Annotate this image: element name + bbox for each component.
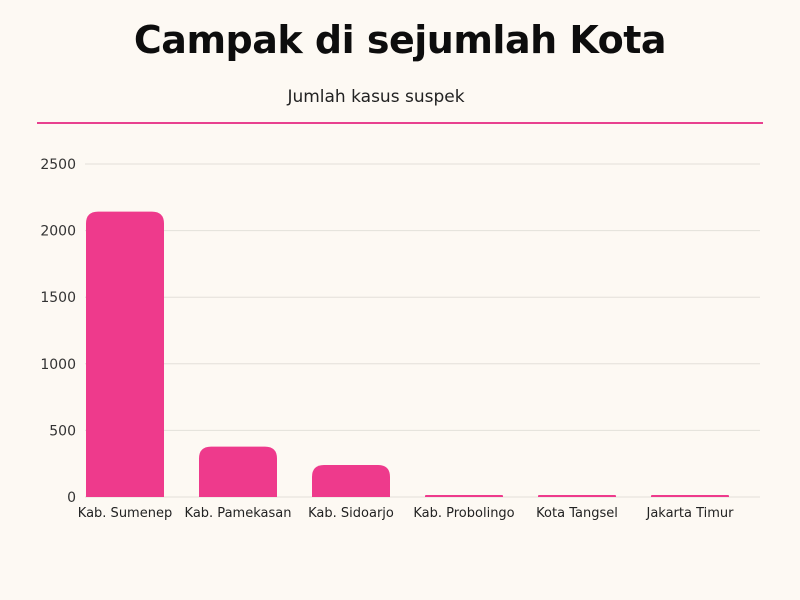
bar [425,495,503,497]
y-tick-label: 2500 [40,157,76,173]
x-axis-labels: Kab. Sumenep Kab. Pamekasan Kab. Sidoarjo K… [78,506,734,521]
bar [538,495,616,497]
chart-subtitle: Jumlah kasus suspek [287,87,465,107]
x-tick-label: Kota Tangsel [536,506,618,521]
bar [86,211,164,497]
y-tick-label: 500 [49,423,76,439]
gridlines [85,163,760,498]
x-tick-label: Kab. Sumenep [78,506,172,521]
bar [312,465,390,497]
x-tick-label: Kab. Probolingo [413,506,514,521]
x-tick-label: Jakarta Timur [645,506,734,521]
bar [199,446,277,497]
bars [86,211,729,497]
y-tick-label: 1500 [40,290,76,306]
y-tick-label: 0 [67,490,76,506]
x-tick-label: Kab. Pamekasan [185,506,292,521]
bar [651,495,729,497]
x-tick-label: Kab. Sidoarjo [308,506,394,521]
chart-title: Campak di sejumlah Kota [133,18,667,62]
y-tick-label: 1000 [40,357,76,373]
y-axis-ticks: 0 500 1000 1500 2000 2500 [40,157,76,506]
y-tick-label: 2000 [40,224,76,240]
title-divider [37,122,763,124]
